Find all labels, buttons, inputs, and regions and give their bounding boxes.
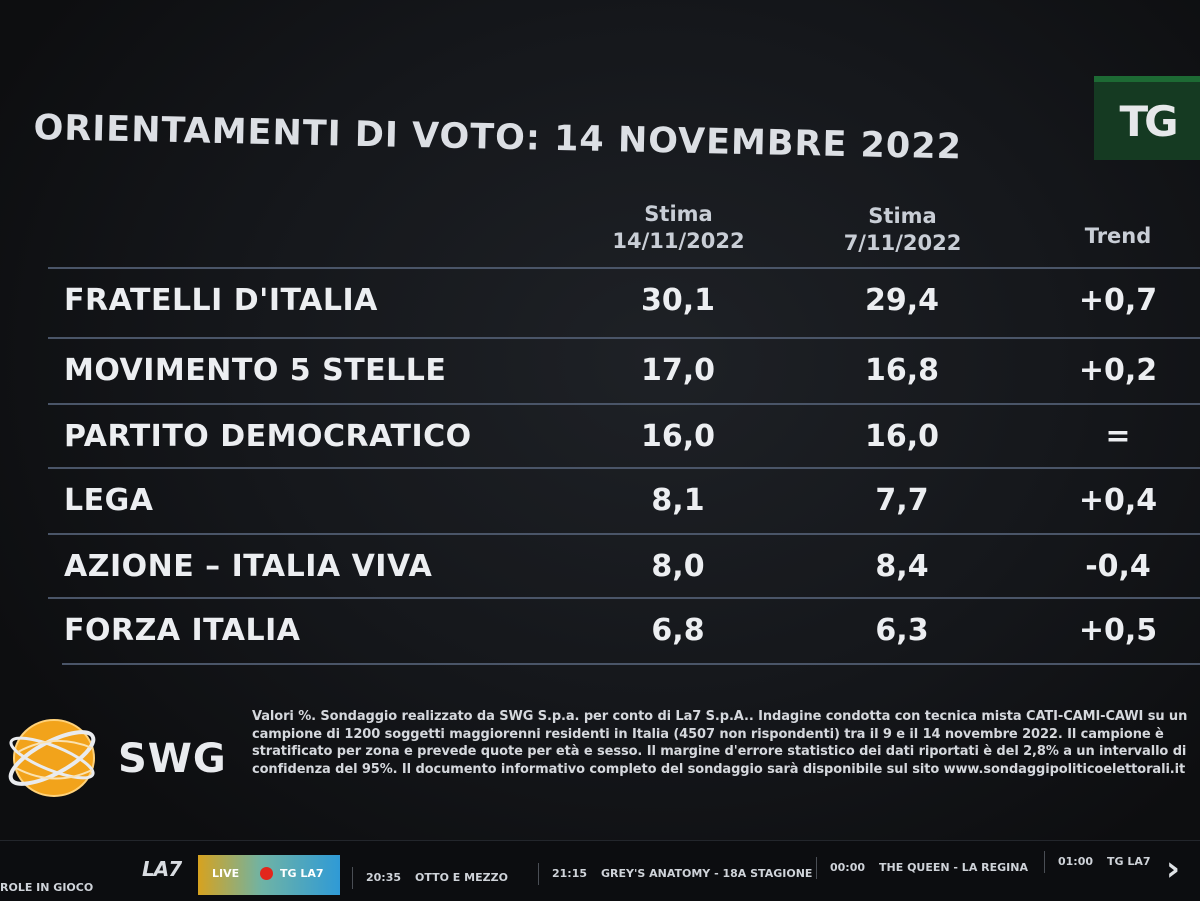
ticker-show: THE QUEEN - LA REGINA: [879, 861, 1028, 874]
value-previous: 6,3: [875, 613, 929, 648]
ticker-item[interactable]: 20:35 OTTO E MEZZO: [352, 867, 508, 889]
value-trend: +0,4: [1078, 483, 1158, 518]
value-previous: 16,0: [864, 419, 940, 454]
value-current: 6,8: [651, 613, 705, 648]
ticker-item[interactable]: 00:00 THE QUEEN - LA REGINA: [816, 857, 1028, 879]
live-badge[interactable]: LIVE TG LA7: [198, 855, 340, 895]
ticker-time: 20:35: [366, 871, 402, 884]
table-row: AZIONE – ITALIA VIVA 8,0 8,4 -0,4: [48, 533, 1200, 599]
ticker-show: GREY'S ANATOMY - 18A STAGIONE: [601, 867, 813, 880]
ticker-separator: [352, 867, 353, 889]
table-bottom-divider: [62, 663, 1200, 665]
program-ticker: ROLE IN GIOCO LA7 LIVE TG LA7 20:35 OTTO …: [0, 840, 1200, 901]
value-trend: +0,7: [1078, 283, 1158, 318]
ticker-separator: [1044, 851, 1045, 873]
party-name: FORZA ITALIA: [64, 613, 301, 648]
ticker-item[interactable]: 21:15 GREY'S ANATOMY - 18A STAGIONE: [538, 863, 813, 885]
ticker-time: 21:15: [552, 867, 588, 880]
column-header-previous-date: 7/11/2022: [843, 231, 962, 255]
ticker-show: OTTO E MEZZO: [415, 871, 508, 884]
column-header-current-line1: Stima: [644, 202, 713, 226]
ticker-item[interactable]: 01:00 TG LA7: [1044, 851, 1151, 873]
chevron-right-icon[interactable]: ›: [1166, 849, 1181, 889]
value-trend: +0,2: [1078, 353, 1158, 388]
table-row: FRATELLI D'ITALIA 30,1 29,4 +0,7: [48, 267, 1200, 333]
globe-icon: [8, 719, 96, 797]
value-previous: 29,4: [864, 283, 940, 318]
party-name: AZIONE – ITALIA VIVA: [64, 549, 433, 584]
table-row: MOVIMENTO 5 STELLE 17,0 16,8 +0,2: [48, 337, 1200, 403]
value-current: 8,1: [651, 483, 705, 518]
column-header-current-date: 14/11/2022: [612, 229, 745, 253]
table-row: FORZA ITALIA 6,8 6,3 +0,5: [48, 597, 1200, 663]
value-current: 30,1: [640, 283, 716, 318]
live-dot-icon: [260, 867, 273, 880]
ticker-time: 00:00: [830, 861, 866, 874]
column-header-previous: Stima 7/11/2022: [820, 203, 985, 257]
ticker-separator: [538, 863, 539, 885]
la7-logo: LA7: [142, 857, 182, 881]
value-current: 8,0: [651, 549, 705, 584]
column-header-trend: Trend: [1084, 224, 1152, 248]
value-previous: 7,7: [875, 483, 929, 518]
ticker-prev-show: ROLE IN GIOCO: [0, 881, 94, 894]
value-previous: 8,4: [875, 549, 929, 584]
value-current: 16,0: [640, 419, 716, 454]
column-header-previous-line1: Stima: [868, 204, 937, 228]
table-row: PARTITO DEMOCRATICO 16,0 16,0 =: [48, 403, 1200, 469]
ticker-time: 01:00: [1058, 855, 1094, 868]
ticker-separator: [816, 857, 817, 879]
column-header-current: Stima 14/11/2022: [596, 201, 761, 255]
live-label: LIVE: [212, 867, 240, 880]
value-trend: -0,4: [1085, 549, 1151, 584]
value-current: 17,0: [640, 353, 716, 388]
page-title: ORIENTAMENTI DI VOTO: 14 NOVEMBRE 2022: [33, 108, 963, 168]
table-row: LEGA 8,1 7,7 +0,4: [48, 467, 1200, 533]
value-trend: +0,5: [1078, 613, 1158, 648]
party-name: LEGA: [64, 483, 154, 518]
swg-logo: SWG: [4, 708, 234, 804]
swg-logo-text: SWG: [118, 736, 227, 782]
poll-table: Stima 14/11/2022 Stima 7/11/2022 Trend F…: [48, 195, 1200, 675]
party-name: FRATELLI D'ITALIA: [64, 283, 378, 318]
tg-logo: TG: [1094, 76, 1200, 160]
party-name: MOVIMENTO 5 STELLE: [64, 353, 447, 388]
live-channel: TG LA7: [280, 867, 324, 880]
value-previous: 16,8: [864, 353, 940, 388]
ticker-show: TG LA7: [1107, 855, 1151, 868]
party-name: PARTITO DEMOCRATICO: [64, 419, 472, 454]
methodology-note: Valori %. Sondaggio realizzato da SWG S.…: [252, 709, 1188, 777]
value-trend: =: [1105, 419, 1131, 454]
